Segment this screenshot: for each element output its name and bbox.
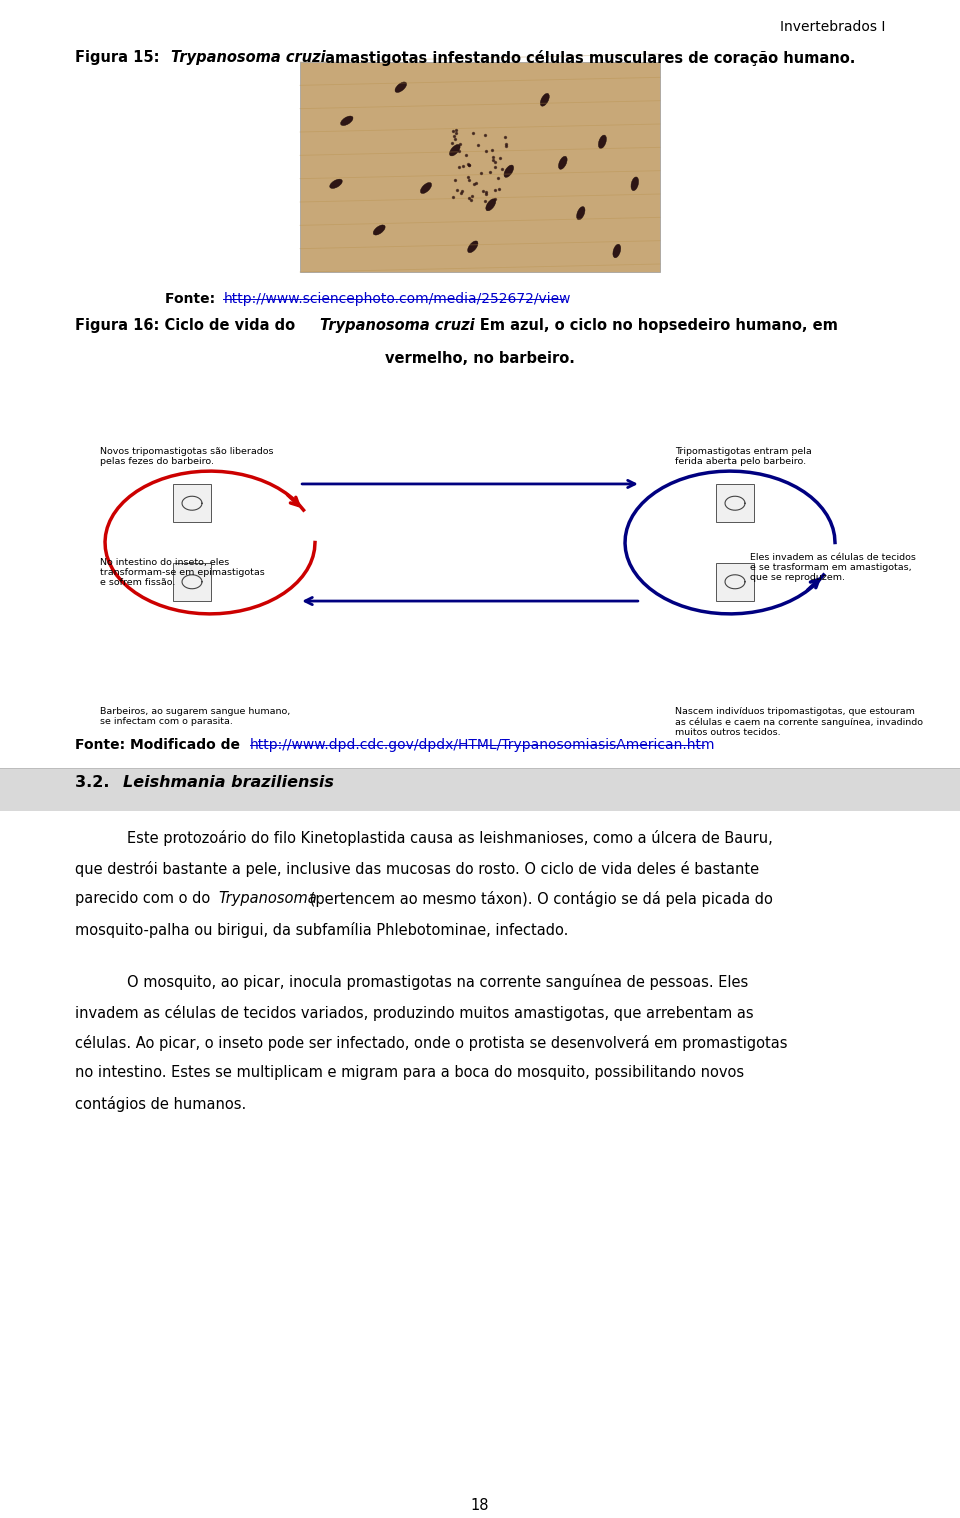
Text: Invertebrados I: Invertebrados I xyxy=(780,20,885,33)
Text: 3.2.: 3.2. xyxy=(75,776,115,789)
Ellipse shape xyxy=(341,115,353,126)
Text: parecido com o do: parecido com o do xyxy=(75,891,215,906)
FancyBboxPatch shape xyxy=(300,62,660,272)
Text: 18: 18 xyxy=(470,1498,490,1513)
Text: . Em azul, o ciclo no hopsedeiro humano, em: . Em azul, o ciclo no hopsedeiro humano,… xyxy=(468,317,838,332)
Text: Eles invadem as células de tecidos
e se trasformam em amastigotas,
que se reprod: Eles invadem as células de tecidos e se … xyxy=(750,553,916,583)
FancyBboxPatch shape xyxy=(716,563,754,601)
Text: invadem as células de tecidos variados, produzindo muitos amastigotas, que arreb: invadem as células de tecidos variados, … xyxy=(75,1005,754,1020)
Ellipse shape xyxy=(420,182,432,193)
Ellipse shape xyxy=(468,241,478,252)
Text: que destrói bastante a pele, inclusive das mucosas do rosto. O ciclo de vida del: que destrói bastante a pele, inclusive d… xyxy=(75,861,759,876)
Ellipse shape xyxy=(504,165,514,178)
Ellipse shape xyxy=(577,206,585,220)
Text: O mosquito, ao picar, inocula promastigotas na corrente sanguínea de pessoas. El: O mosquito, ao picar, inocula promastigo… xyxy=(127,975,748,990)
Text: mosquito-palha ou birigui, da subfamília Phlebotominae, infectado.: mosquito-palha ou birigui, da subfamília… xyxy=(75,921,568,938)
Text: No intestino do inseto, eles
transformam-se em epimastigotas
e sofrem fissão.: No intestino do inseto, eles transformam… xyxy=(100,557,265,587)
Ellipse shape xyxy=(395,82,407,93)
Ellipse shape xyxy=(329,179,343,188)
Ellipse shape xyxy=(540,94,549,106)
Text: Figura 15:: Figura 15: xyxy=(75,50,164,65)
Text: amastigotas infestando células musculares de coração humano.: amastigotas infestando células musculare… xyxy=(320,50,855,65)
FancyBboxPatch shape xyxy=(0,770,960,811)
Text: http://www.dpd.cdc.gov/dpdx/HTML/TrypanosomiasisAmerican.htm: http://www.dpd.cdc.gov/dpdx/HTML/Trypano… xyxy=(250,738,715,751)
Ellipse shape xyxy=(631,178,638,191)
FancyBboxPatch shape xyxy=(173,484,211,522)
FancyBboxPatch shape xyxy=(55,370,905,715)
Text: contágios de humanos.: contágios de humanos. xyxy=(75,1096,247,1113)
Text: Leishmania braziliensis: Leishmania braziliensis xyxy=(123,776,334,789)
FancyBboxPatch shape xyxy=(716,484,754,522)
Ellipse shape xyxy=(449,144,460,156)
Ellipse shape xyxy=(559,156,567,170)
Text: no intestino. Estes se multiplicam e migram para a boca do mosquito, possibilita: no intestino. Estes se multiplicam e mig… xyxy=(75,1066,744,1081)
Text: (pertencem ao mesmo táxon). O contágio se dá pela picada do: (pertencem ao mesmo táxon). O contágio s… xyxy=(305,891,774,906)
Text: Fonte: Modificado de: Fonte: Modificado de xyxy=(75,738,245,751)
Text: vermelho, no barbeiro.: vermelho, no barbeiro. xyxy=(385,351,575,366)
Text: Trypanosoma cruzi: Trypanosoma cruzi xyxy=(171,50,325,65)
Text: Tripomastigotas entram pela
ferida aberta pelo barbeiro.: Tripomastigotas entram pela ferida abert… xyxy=(675,446,812,466)
Ellipse shape xyxy=(612,244,621,258)
Text: http://www.sciencephoto.com/media/252672/view: http://www.sciencephoto.com/media/252672… xyxy=(224,291,571,307)
Ellipse shape xyxy=(486,199,495,211)
Text: Figura 16: Ciclo de vida do: Figura 16: Ciclo de vida do xyxy=(75,317,300,332)
Text: Novos tripomastigotas são liberados
pelas fezes do barbeiro.: Novos tripomastigotas são liberados pela… xyxy=(100,446,274,466)
Text: Barbeiros, ao sugarem sangue humano,
se infectam com o parasita.: Barbeiros, ao sugarem sangue humano, se … xyxy=(100,707,290,727)
Text: Trypanosoma: Trypanosoma xyxy=(218,891,317,906)
Text: Nascem indivíduos tripomastigotas, que estouram
as células e caem na corrente sa: Nascem indivíduos tripomastigotas, que e… xyxy=(675,707,923,738)
Text: células. Ao picar, o inseto pode ser infectado, onde o protista se desenvolverá : células. Ao picar, o inseto pode ser inf… xyxy=(75,1035,787,1050)
Text: Trypanosoma cruzi: Trypanosoma cruzi xyxy=(320,317,474,332)
Ellipse shape xyxy=(373,225,385,235)
Text: Este protozoário do filo Kinetoplastida causa as leishmanioses, como a úlcera de: Este protozoário do filo Kinetoplastida … xyxy=(127,830,773,846)
Text: Fonte:: Fonte: xyxy=(165,291,220,307)
Ellipse shape xyxy=(598,135,607,149)
FancyBboxPatch shape xyxy=(173,563,211,601)
